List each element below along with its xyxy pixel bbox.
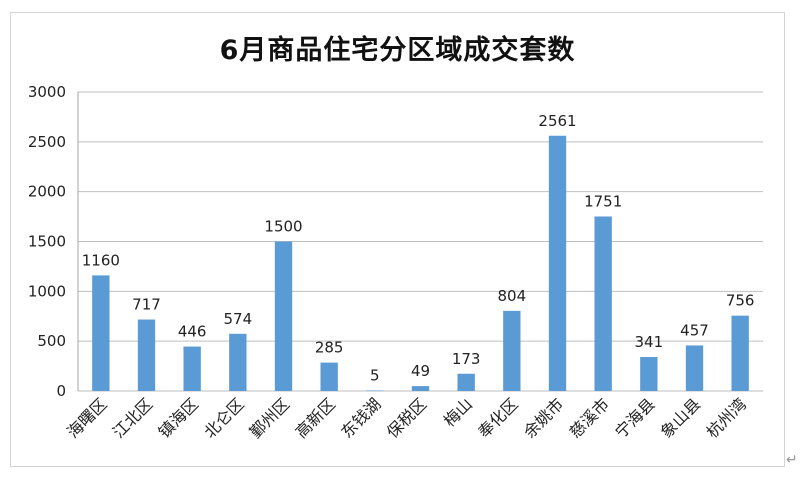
bar: [411, 386, 430, 391]
bar: [503, 310, 521, 391]
data-label: 341: [635, 333, 664, 351]
bar: [640, 357, 658, 391]
chart-title: 6月商品住宅分区域成交套数: [219, 35, 576, 66]
data-label: 446: [178, 323, 207, 341]
bar: [274, 241, 293, 391]
y-tick-label: 2000: [28, 183, 66, 201]
x-tick-label: 高新区: [292, 394, 339, 441]
x-tick-label: 镇海区: [155, 394, 202, 441]
bar: [92, 275, 110, 391]
data-label: 1160: [82, 251, 120, 269]
x-tick-label: 北仑区: [200, 394, 247, 441]
data-label: 173: [452, 350, 481, 368]
x-tick-label: 宁海县: [611, 394, 658, 441]
data-label: 804: [498, 287, 527, 305]
x-tick-label: 保税区: [383, 394, 430, 441]
x-tick-label: 梅山: [440, 394, 476, 430]
y-tick-label: 1500: [28, 233, 66, 251]
bar: [685, 345, 704, 391]
x-tick-label: 奉化区: [474, 394, 521, 441]
x-tick-label: 杭州湾: [703, 394, 750, 441]
bar: [183, 346, 201, 391]
x-tick-label: 海曙区: [63, 394, 110, 441]
y-tick-label: 3000: [28, 83, 66, 101]
bar: [366, 390, 384, 392]
x-tick-label: 余姚市: [520, 394, 567, 441]
data-label: 5: [370, 367, 380, 385]
y-tick-label: 0: [56, 382, 66, 400]
x-tick-label: 东钱湖: [337, 394, 384, 441]
bar: [548, 135, 567, 391]
y-tick-label: 2500: [28, 133, 66, 151]
data-label: 49: [411, 362, 430, 380]
y-tick-label: 500: [37, 332, 66, 350]
data-label: 457: [680, 321, 709, 339]
x-tick-label: 江北区: [109, 394, 156, 441]
bar: [320, 362, 338, 391]
bar: [229, 333, 247, 391]
y-tick-label: 1000: [28, 282, 66, 300]
data-label: 574: [224, 310, 253, 328]
paragraph-mark-icon: ↵: [786, 452, 798, 468]
x-tick-label: 慈溪市: [566, 394, 613, 441]
data-label: 1500: [264, 218, 302, 236]
x-tick-label: 象山县: [657, 394, 704, 441]
bar: [731, 315, 749, 391]
bar: [457, 373, 475, 391]
data-label: 285: [315, 339, 344, 357]
x-tick-label: 鄞州区: [246, 394, 293, 441]
data-label: 717: [132, 296, 161, 314]
data-label: 1751: [584, 192, 622, 210]
data-label: 756: [726, 292, 755, 310]
bar: [137, 319, 156, 391]
data-label: 2561: [538, 112, 576, 130]
bar: [594, 216, 612, 391]
